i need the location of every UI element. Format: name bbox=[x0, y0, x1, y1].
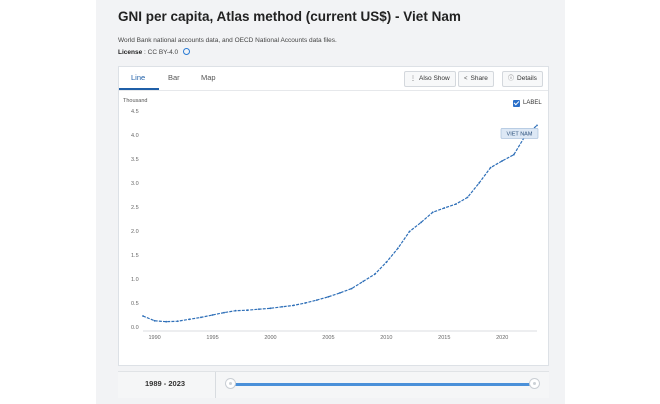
share-label: Share bbox=[470, 75, 488, 82]
series-label: VIET NAM bbox=[507, 131, 533, 137]
vertical-dots-icon: ⋮ bbox=[410, 76, 416, 82]
y-tick-label: 2.0 bbox=[131, 229, 139, 235]
data-point bbox=[211, 314, 214, 316]
data-point bbox=[536, 124, 538, 127]
data-point bbox=[512, 153, 515, 156]
details-label: Details bbox=[517, 75, 537, 82]
license-label: License bbox=[118, 49, 143, 56]
details-button[interactable]: ⓘ Details bbox=[502, 71, 543, 87]
data-point bbox=[223, 311, 225, 314]
label-checkbox[interactable] bbox=[513, 100, 520, 107]
x-tick-label: 1995 bbox=[206, 335, 218, 341]
data-point bbox=[362, 280, 365, 283]
data-point bbox=[431, 211, 434, 214]
license-value: : CC BY-4.0 bbox=[144, 49, 179, 56]
data-point bbox=[350, 287, 353, 290]
source-note: World Bank national accounts data, and O… bbox=[118, 37, 337, 44]
data-point bbox=[269, 307, 272, 310]
x-tick-label: 2020 bbox=[496, 335, 508, 341]
x-tick-label: 1990 bbox=[148, 335, 160, 341]
data-point bbox=[292, 304, 295, 307]
data-point bbox=[304, 302, 307, 304]
active-tab-indicator bbox=[119, 88, 159, 90]
data-point bbox=[501, 160, 504, 162]
data-point bbox=[420, 221, 422, 224]
y-tick-label: 0.0 bbox=[131, 325, 139, 331]
data-point bbox=[188, 318, 191, 321]
also-show-label: Also Show bbox=[419, 75, 450, 82]
y-tick-label: 4.5 bbox=[131, 109, 139, 115]
chart-card: Line Bar Map ⋮ Also Show < Share ⓘ Details … bbox=[118, 66, 549, 366]
data-point bbox=[165, 320, 168, 323]
data-point bbox=[478, 182, 480, 184]
page-title: GNI per capita, Atlas method (current US… bbox=[118, 9, 461, 24]
range-start-handle[interactable] bbox=[225, 378, 236, 389]
data-point bbox=[408, 230, 411, 233]
data-point bbox=[153, 319, 156, 322]
label-checkbox-text: LABEL bbox=[523, 100, 542, 106]
tab-line[interactable]: Line bbox=[131, 73, 146, 82]
y-tick-label: 1.5 bbox=[131, 253, 139, 259]
x-tick-label: 2010 bbox=[380, 335, 392, 341]
tab-map[interactable]: Map bbox=[201, 73, 216, 82]
x-tick-label: 2000 bbox=[264, 335, 276, 341]
x-tick-label: 2015 bbox=[438, 335, 450, 341]
year-range-label: 1989 - 2023 bbox=[145, 379, 186, 388]
y-tick-label: 3.5 bbox=[131, 157, 139, 163]
data-point bbox=[397, 247, 399, 250]
data-point bbox=[234, 309, 237, 312]
range-footer: 1989 - 2023 bbox=[118, 371, 549, 398]
data-point bbox=[281, 305, 283, 308]
data-point bbox=[315, 299, 318, 301]
tab-bar[interactable]: Bar bbox=[168, 73, 180, 82]
y-tick-label: 0.5 bbox=[131, 301, 139, 307]
data-point bbox=[443, 207, 446, 209]
data-point bbox=[455, 203, 457, 206]
y-tick-label: 3.0 bbox=[131, 181, 139, 187]
line-chart: Thousand 0.0 0.5 1.0 1.5 2.0 2.5 3.0 3.5 4.0 4.5 19… bbox=[123, 98, 539, 341]
data-point bbox=[373, 273, 376, 276]
chart-tabs: Line Bar Map ⋮ Also Show < Share ⓘ Details bbox=[119, 67, 548, 91]
data-point bbox=[327, 295, 330, 298]
data-point bbox=[385, 261, 388, 264]
y-tick-label: 1.0 bbox=[131, 277, 139, 283]
series-line-viet-nam bbox=[142, 124, 538, 323]
series-label-box bbox=[500, 128, 539, 139]
x-tick-label: 2005 bbox=[322, 335, 334, 341]
tabs-divider bbox=[119, 90, 548, 91]
share-icon: < bbox=[464, 76, 468, 82]
data-point bbox=[176, 320, 179, 323]
info-icon[interactable] bbox=[182, 48, 190, 55]
data-point bbox=[246, 309, 249, 312]
data-point bbox=[339, 292, 341, 294]
info-circle-icon: ⓘ bbox=[508, 76, 515, 82]
y-axis-unit-label: Thousand bbox=[123, 98, 147, 104]
data-point bbox=[258, 308, 260, 311]
data-point bbox=[200, 316, 202, 319]
data-point bbox=[466, 196, 469, 199]
range-slider-track[interactable] bbox=[231, 383, 534, 386]
data-point bbox=[489, 166, 492, 169]
y-tick-label: 4.0 bbox=[131, 133, 139, 139]
share-button[interactable]: < Share bbox=[458, 71, 494, 87]
data-point bbox=[142, 315, 144, 317]
license-note: License : CC BY-4.0 bbox=[118, 48, 190, 56]
also-show-button[interactable]: ⋮ Also Show bbox=[404, 71, 456, 87]
footer-divider bbox=[215, 372, 216, 398]
range-end-handle[interactable] bbox=[529, 378, 540, 389]
y-tick-label: 2.5 bbox=[131, 205, 139, 211]
